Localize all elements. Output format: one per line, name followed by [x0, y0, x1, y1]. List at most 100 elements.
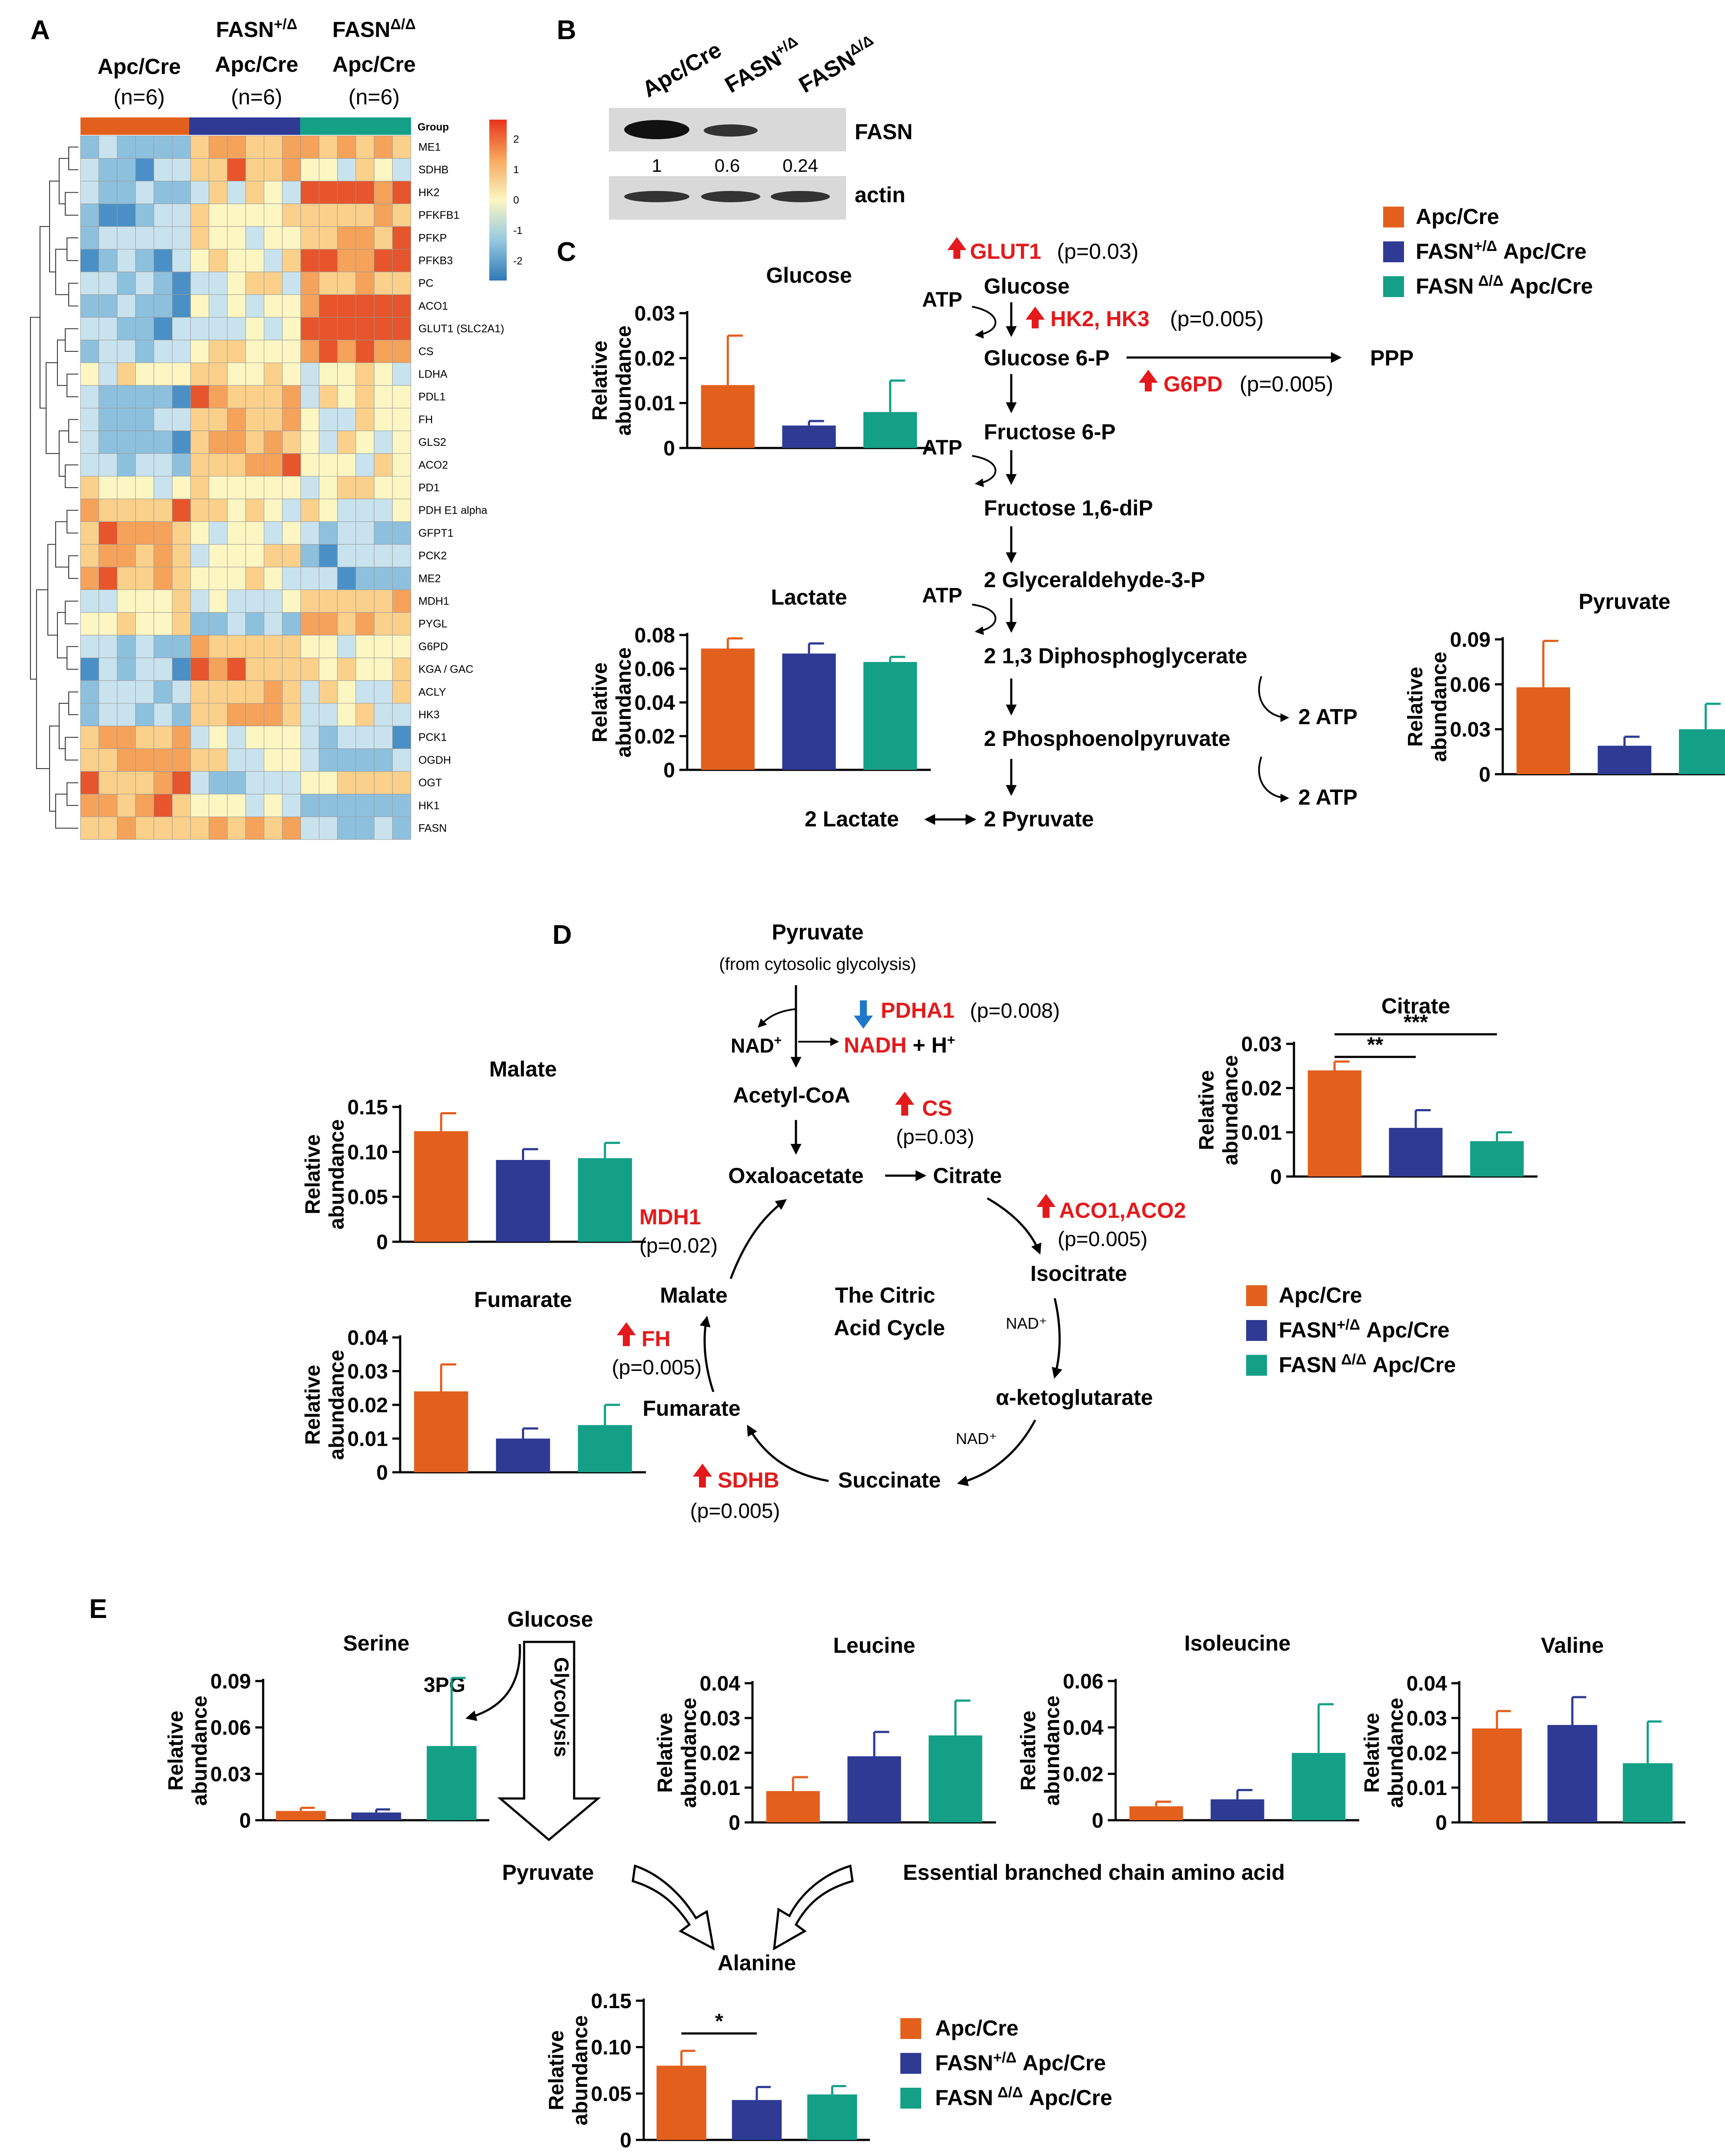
- heatmap-cell: [264, 498, 283, 522]
- heatmap-cell: [392, 204, 411, 227]
- heatmap-cell: [300, 317, 320, 341]
- heatmap-cell: [392, 658, 411, 681]
- heatmap-cell: [80, 498, 99, 522]
- fumarate-bar-2: [578, 1425, 632, 1472]
- heatmap-cell: [80, 521, 99, 545]
- heatmap-cell: [245, 135, 264, 159]
- legend-middle: Apc/Cre FASN+/Δ Apc/Cre FASN Δ/Δ Apc/Cre: [1246, 1283, 1456, 1377]
- atp-curve-2: [972, 455, 996, 487]
- valine-ytick-label: 0.01: [1407, 1777, 1447, 1800]
- up-arrow-aco: [1036, 1194, 1056, 1218]
- malate-bar-1: [496, 1160, 550, 1242]
- heatmap-cell: [355, 567, 374, 590]
- arc-citrate-isocitrate: [986, 1197, 1042, 1255]
- heatmap-cell: [190, 703, 209, 726]
- heatmap-col-header-2: Apc/Cre: [215, 52, 298, 77]
- heatmap-cell: [154, 362, 173, 386]
- heatmap-cell: [392, 181, 411, 204]
- citrate-sig-label: **: [1367, 1033, 1384, 1056]
- heatmap-cell: [227, 612, 246, 635]
- heatmap-cell: [172, 589, 191, 613]
- nadh-label: NADH + H+: [844, 1032, 955, 1057]
- heatmap-cell: [300, 794, 320, 817]
- glucose-ytick-label: 0: [663, 437, 675, 460]
- heatmap-cell: [208, 589, 228, 613]
- heatmap-cell: [135, 204, 154, 227]
- heatmap-cell: [245, 294, 264, 318]
- fumarate-ytick-label: 0: [376, 1461, 388, 1484]
- heatmap-cell: [80, 794, 99, 817]
- heatmap-cell: [337, 226, 356, 250]
- heatmap-cell: [300, 521, 320, 545]
- nad-label: NAD+: [731, 1033, 782, 1057]
- heatmap-cell: [300, 271, 320, 295]
- isoleucine-bar-1: [1210, 1799, 1264, 1820]
- heatmap-cell: [154, 498, 173, 522]
- heatmap-cell: [135, 521, 154, 545]
- heatmap-cell: [319, 476, 338, 499]
- heatmap-cell: [190, 249, 209, 272]
- valine-bar-0: [1472, 1728, 1522, 1822]
- heatmap-cell: [227, 816, 246, 840]
- heatmap-cell: [392, 408, 411, 431]
- heatmap-cell: [264, 748, 283, 772]
- heatmap-cell: [282, 226, 301, 250]
- heatmap-cell: [355, 703, 374, 726]
- isoleucine-ylabel-2: abundance: [1041, 1695, 1064, 1805]
- heatmap-col-header-2-top: FASN+/Δ: [216, 16, 297, 42]
- heatmap-cell: [355, 794, 374, 817]
- heatmap-cell: [392, 680, 411, 704]
- heatmap-cell: [355, 135, 374, 159]
- heatmap-cell: [300, 703, 320, 726]
- malate-ytick-label: 0.10: [348, 1141, 388, 1164]
- two-atp-1: 2 ATP: [1298, 705, 1357, 729]
- heatmap-cell: [355, 181, 374, 204]
- heatmap-cell: [135, 181, 154, 204]
- heatmap-cell: [319, 544, 338, 568]
- pyruvate-source: (from cytosolic glycolysis): [719, 955, 916, 974]
- heatmap-cell: [264, 703, 283, 726]
- alanine-ytick-label: 0.10: [591, 2036, 632, 2059]
- legend-top-swatch-apc: [1383, 207, 1404, 227]
- heatmap-cell: [135, 340, 154, 363]
- dendrogram-branch: [67, 374, 78, 398]
- heatmap-cell: [154, 408, 173, 431]
- heatmap-cell: [190, 635, 209, 658]
- heatmap-cell: [245, 816, 264, 840]
- heatmap-cell: [374, 181, 393, 204]
- heatmap-gene-label: CS: [418, 345, 434, 358]
- heatmap-cell: [98, 453, 117, 477]
- heatmap-cell: [392, 771, 411, 795]
- lactate-ytick-label: 0: [663, 759, 675, 782]
- dendrogram-branch: [40, 226, 50, 409]
- legend-bottom: Apc/Cre FASN+/Δ Apc/Cre FASN Δ/Δ Apc/Cre: [900, 2016, 1112, 2110]
- dendrogram-branch: [68, 555, 78, 579]
- heatmap-cell: [98, 294, 117, 318]
- heatmap-cell: [355, 748, 374, 772]
- heatmap-cell: [98, 589, 117, 613]
- heatmap-cell: [245, 362, 264, 386]
- heatmap-cell: [392, 498, 411, 522]
- valine-bar-2: [1623, 1763, 1673, 1822]
- heatmap-cell: [80, 204, 99, 227]
- heatmap-cell: [154, 589, 173, 613]
- heatmap-cell: [190, 680, 209, 704]
- heatmap-cell: [245, 408, 264, 431]
- lactate-ylabel-2: abundance: [612, 647, 635, 757]
- fumarate-bar-0: [414, 1391, 468, 1472]
- heatmap-cell: [245, 181, 264, 204]
- heatmap-cell: [172, 158, 191, 181]
- heatmap-cell: [190, 521, 209, 545]
- citrate-bar-2: [1470, 1141, 1524, 1177]
- atp-1: ATP: [922, 288, 962, 311]
- heatmap-cell: [319, 703, 338, 726]
- heatmap-cell: [355, 317, 374, 341]
- heatmap-cell: [227, 725, 246, 749]
- heatmap-cell: [154, 816, 173, 840]
- legend-mid-swatch-hom: [1246, 1355, 1267, 1376]
- metabolite-f16dip: Fructose 1,6-diP: [984, 496, 1153, 520]
- heatmap-cell: [135, 226, 154, 250]
- heatmap-cell: [117, 521, 136, 545]
- heatmap-cell: [374, 816, 393, 840]
- heatmap-cell: [374, 521, 393, 545]
